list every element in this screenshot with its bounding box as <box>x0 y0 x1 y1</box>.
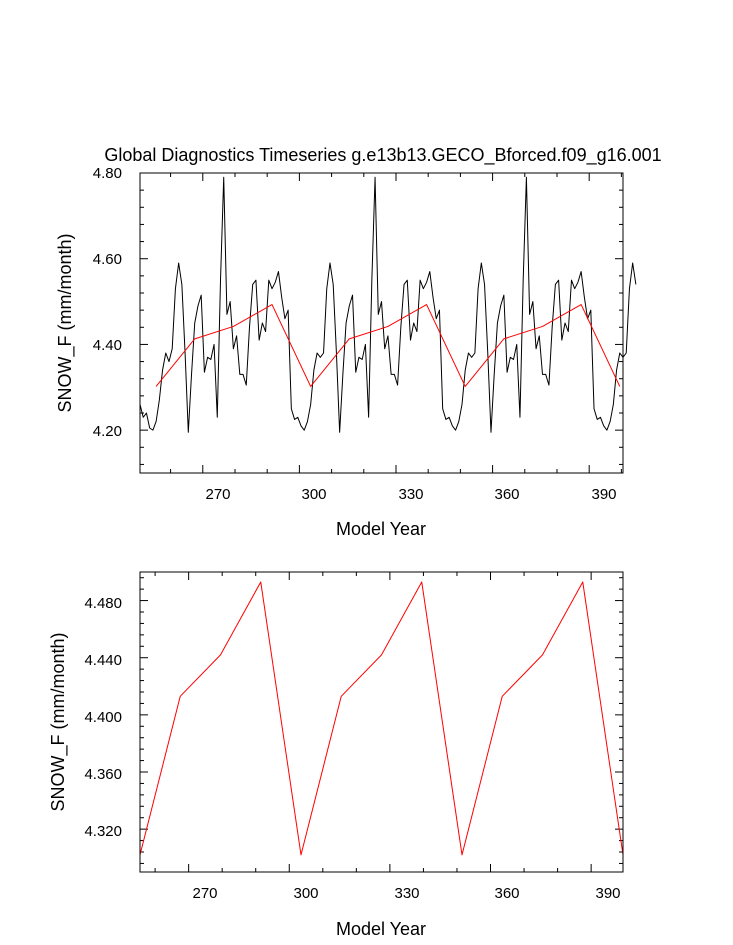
bottom-plot-frame <box>139 571 624 873</box>
bottom-series-line-decadal-mean <box>139 581 624 856</box>
bottom-xtick-label: 300 <box>293 885 318 902</box>
bottom-ytick-label: 4.440 <box>84 652 122 669</box>
top-ytick-label: 4.40 <box>93 337 122 354</box>
top-xtick-label: 270 <box>205 486 230 503</box>
chart-title: Global Diagnostics Timeseries g.e13b13.G… <box>104 145 661 166</box>
bottom-xtick-label: 360 <box>494 885 519 902</box>
top-panel: Global Diagnostics Timeseries g.e13b13.G… <box>55 145 662 539</box>
bottom-panel: 270 300 330 360 390 4.320 4.360 4.400 4.… <box>48 571 624 939</box>
top-xtick-label: 360 <box>494 486 519 503</box>
bottom-ytick-label: 4.360 <box>84 766 122 783</box>
top-plot-frame <box>139 172 624 474</box>
bottom-series <box>139 581 624 856</box>
bottom-xtick-label: 270 <box>192 885 217 902</box>
bottom-xtick-label: 390 <box>595 885 620 902</box>
top-xtick-label: 300 <box>301 486 326 503</box>
top-series-line-annual <box>139 176 637 433</box>
top-ytick-label: 4.80 <box>93 165 122 182</box>
top-xtick-label: 390 <box>591 486 616 503</box>
top-xtick-label: 330 <box>398 486 423 503</box>
top-ytick-label: 4.20 <box>93 423 122 440</box>
top-ytick-label: 4.60 <box>93 251 122 268</box>
top-series <box>139 176 637 433</box>
top-y-axis-label: SNOW_F (mm/month) <box>55 233 76 412</box>
bottom-ytick-label: 4.400 <box>84 709 122 726</box>
bottom-ytick-label: 4.320 <box>84 823 122 840</box>
bottom-axis-ticks <box>140 572 623 872</box>
top-axis-ticks <box>140 172 623 473</box>
bottom-y-axis-label: SNOW_F (mm/month) <box>48 632 69 811</box>
bottom-x-axis-label: Model Year <box>336 919 426 939</box>
top-x-axis-label: Model Year <box>336 519 426 539</box>
top-series-line-decadal-mean <box>155 304 621 387</box>
bottom-ytick-label: 4.480 <box>84 595 122 612</box>
bottom-xtick-label: 330 <box>394 885 419 902</box>
